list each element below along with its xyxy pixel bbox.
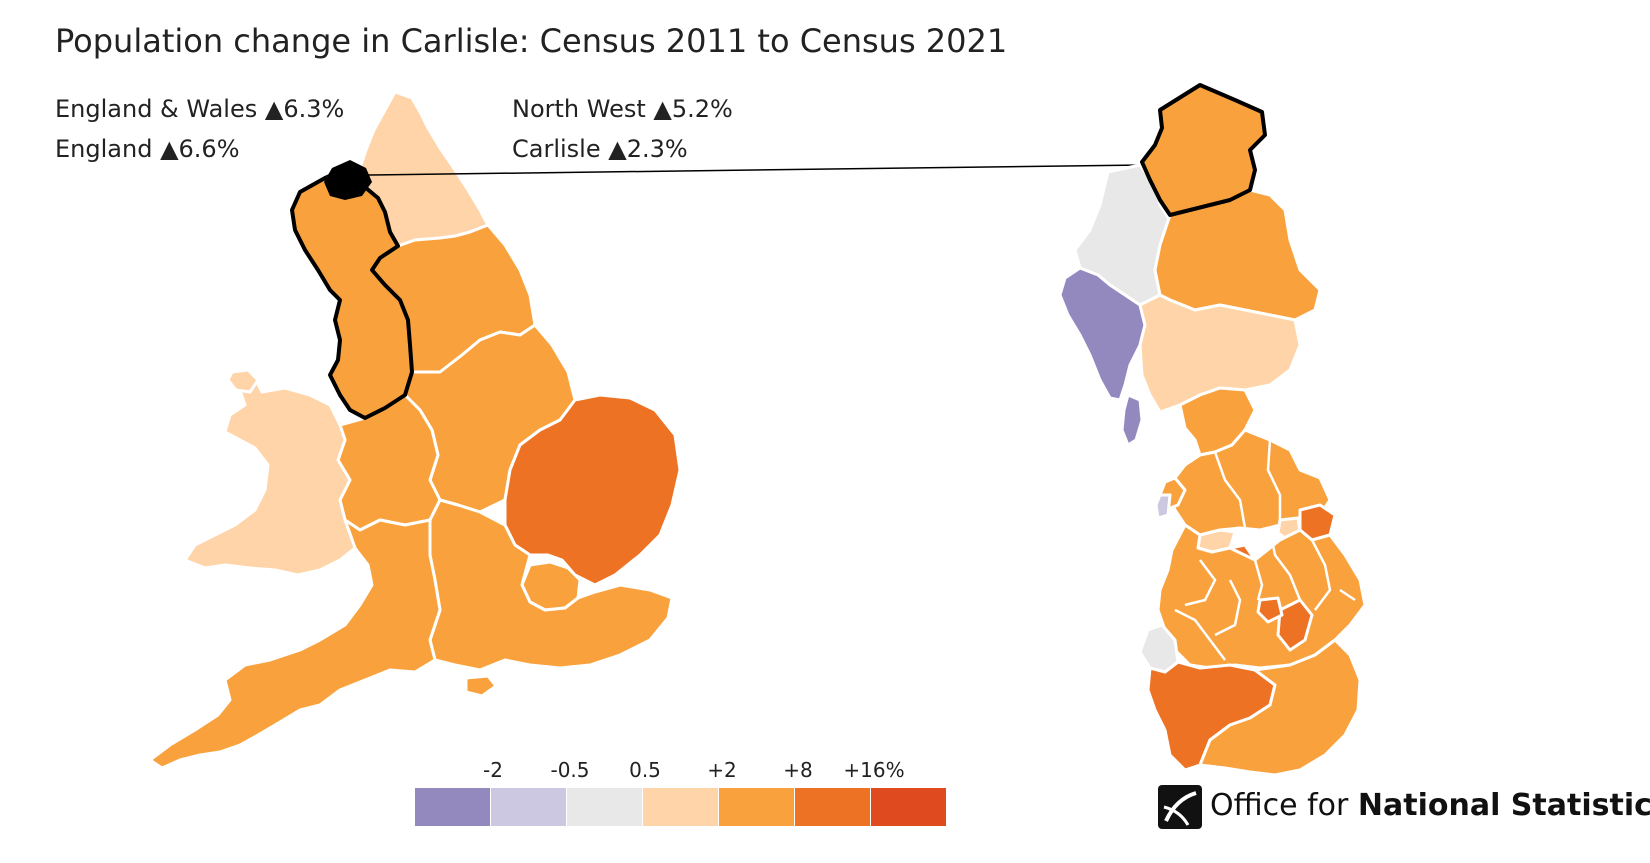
stat-value: ▲6.6% bbox=[160, 135, 240, 163]
legend-tick: -0.5 bbox=[550, 758, 590, 782]
la-barrow[interactable] bbox=[1120, 393, 1144, 447]
stat-label: England bbox=[55, 135, 153, 163]
page-title: Population change in Carlisle: Census 20… bbox=[55, 22, 1008, 60]
legend-swatch bbox=[871, 788, 946, 826]
north-west-outline bbox=[290, 166, 414, 420]
stat-value: ▲2.3% bbox=[608, 135, 688, 163]
island-isle-of-wight bbox=[464, 674, 498, 698]
region-south-west[interactable] bbox=[148, 518, 442, 770]
legend-tick: 0.5 bbox=[629, 758, 661, 782]
legend-tick: +16% bbox=[843, 758, 905, 782]
la-salford[interactable] bbox=[1256, 596, 1284, 624]
legend-swatch bbox=[415, 788, 490, 826]
legend-tick: -2 bbox=[483, 758, 503, 782]
ons-logo-icon bbox=[1158, 785, 1202, 829]
stat-label: England & Wales bbox=[55, 95, 258, 123]
carlisle-detail-outline bbox=[1140, 83, 1267, 217]
legend-tick: +2 bbox=[707, 758, 737, 782]
stat-label: North West bbox=[512, 95, 646, 123]
north-west-map bbox=[1058, 83, 1367, 777]
stat-value: ▲5.2% bbox=[653, 95, 733, 123]
ons-logo-text: Office for National Statistics bbox=[1210, 788, 1650, 823]
legend-swatch bbox=[643, 788, 718, 826]
stat-england: England ▲6.6% bbox=[55, 135, 240, 163]
legend-tick: +8 bbox=[783, 758, 813, 782]
stat-england-wales: England & Wales ▲6.3% bbox=[55, 95, 344, 123]
stat-label: Carlisle bbox=[512, 135, 601, 163]
legend-swatch bbox=[567, 788, 642, 826]
stat-carlisle: Carlisle ▲2.3% bbox=[512, 135, 688, 163]
region-wales[interactable] bbox=[183, 370, 357, 577]
la-copeland[interactable] bbox=[1058, 266, 1147, 402]
connector-line bbox=[367, 164, 1146, 176]
logo-bold: National Statistics bbox=[1357, 788, 1650, 823]
legend-swatch bbox=[719, 788, 794, 826]
la-cheshire-east[interactable] bbox=[1198, 638, 1362, 777]
stat-value: ▲6.3% bbox=[264, 95, 345, 123]
region-west-midlands[interactable] bbox=[336, 393, 442, 532]
legend-swatch bbox=[795, 788, 870, 826]
logo-prefix: Office for bbox=[1210, 788, 1358, 823]
stat-north-west: North West ▲5.2% bbox=[512, 95, 733, 123]
island-anglesey bbox=[226, 368, 260, 394]
england-wales-map bbox=[148, 90, 682, 770]
legend-swatch bbox=[491, 788, 566, 826]
la-blackpool[interactable] bbox=[1154, 493, 1172, 520]
carlisle-highlight[interactable] bbox=[324, 160, 372, 200]
la-boundaries bbox=[1174, 439, 1356, 661]
la-greater-manchester[interactable] bbox=[1156, 523, 1367, 670]
